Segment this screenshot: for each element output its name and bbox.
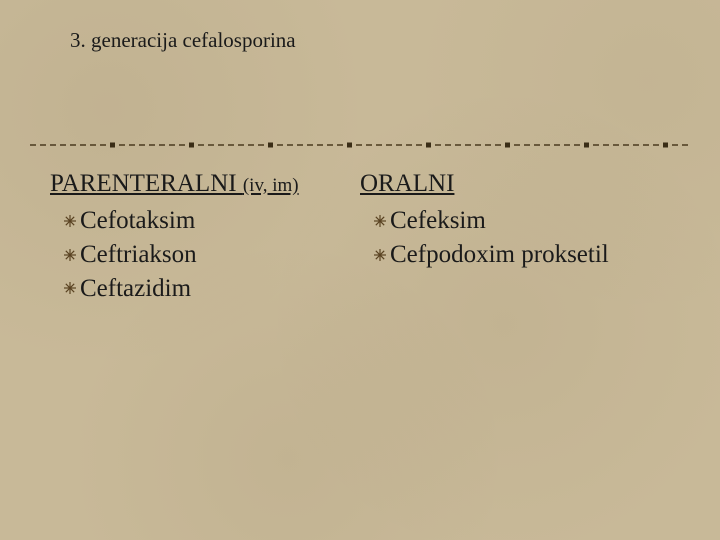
list-item: Cefpodoxim proksetil bbox=[374, 238, 690, 272]
bullet-icon bbox=[64, 282, 80, 294]
list-parenteral: CefotaksimCeftriaksonCeftazidim bbox=[50, 204, 360, 305]
bullet-icon bbox=[374, 215, 390, 227]
list-item-label: Ceftazidim bbox=[80, 272, 191, 306]
list-item: Ceftriakson bbox=[64, 238, 360, 272]
slide-title: 3. generacija cefalosporina bbox=[70, 28, 296, 53]
list-oral: CefeksimCefpodoxim proksetil bbox=[360, 204, 690, 272]
heading-parenteral-main: PARENTERALNI bbox=[50, 170, 243, 197]
heading-parenteral-sub: (iv, im) bbox=[243, 175, 299, 196]
column-oral: ORALNI CefeksimCefpodoxim proksetil bbox=[360, 170, 690, 305]
bullet-icon bbox=[374, 249, 390, 261]
heading-oral: ORALNI bbox=[360, 170, 690, 198]
list-item-label: Ceftriakson bbox=[80, 238, 197, 272]
list-item-label: Cefeksim bbox=[390, 204, 486, 238]
bullet-icon bbox=[64, 249, 80, 261]
list-item: Ceftazidim bbox=[64, 272, 360, 306]
heading-oral-main: ORALNI bbox=[360, 170, 454, 197]
list-item-label: Cefotaksim bbox=[80, 204, 195, 238]
list-item: Cefotaksim bbox=[64, 204, 360, 238]
list-item-label: Cefpodoxim proksetil bbox=[390, 238, 609, 272]
bullet-icon bbox=[64, 215, 80, 227]
divider-line bbox=[30, 140, 690, 150]
list-item: Cefeksim bbox=[374, 204, 690, 238]
heading-parenteral: PARENTERALNI (iv, im) bbox=[50, 170, 360, 198]
column-parenteral: PARENTERALNI (iv, im) CefotaksimCeftriak… bbox=[50, 170, 360, 305]
content-columns: PARENTERALNI (iv, im) CefotaksimCeftriak… bbox=[50, 170, 690, 305]
